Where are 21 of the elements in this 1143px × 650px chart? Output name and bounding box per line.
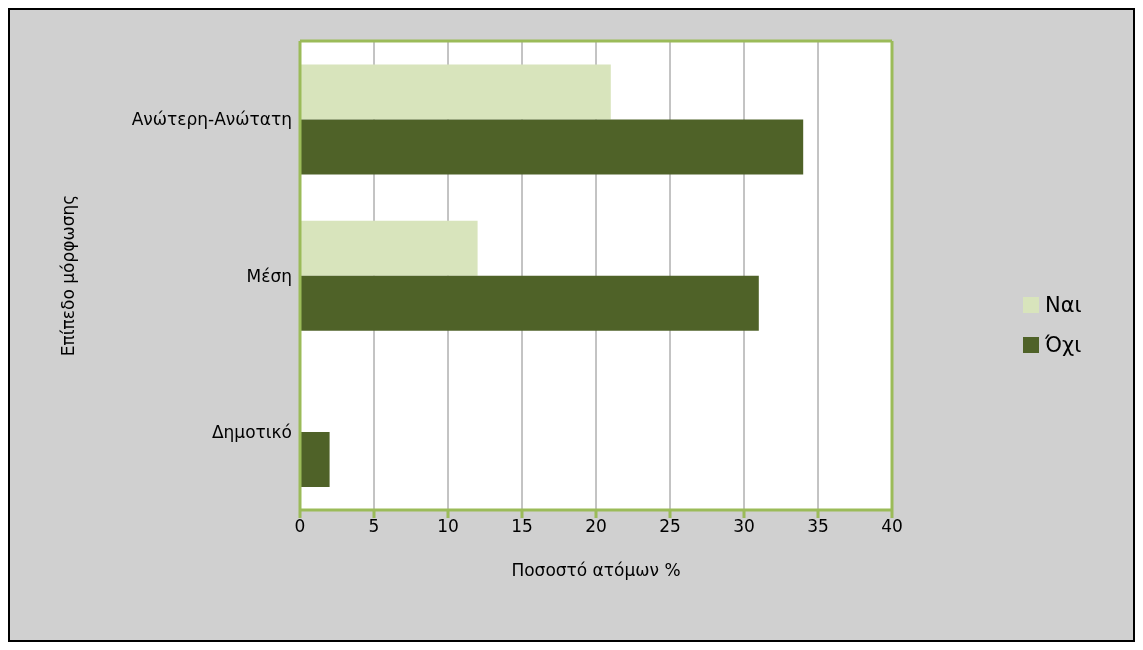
y-axis-title: Επίπεδο μόρφωσης <box>58 194 79 357</box>
bar <box>300 119 804 175</box>
x-tick-label: 25 <box>659 516 681 537</box>
x-tick-label: 15 <box>511 516 533 537</box>
bar <box>300 220 478 276</box>
x-tick-label: 20 <box>585 516 607 537</box>
x-tick-label: 10 <box>437 516 459 537</box>
legend-label: Ναι <box>1045 292 1082 319</box>
x-tick-label: 30 <box>733 516 755 537</box>
x-axis-title: Ποσοστό ατόμων % <box>511 560 681 580</box>
x-tick-label: 35 <box>807 516 829 537</box>
y-tick-label: Ανώτερη-Ανώτατη <box>131 109 292 130</box>
bar <box>300 432 330 488</box>
y-tick-label: Μέση <box>246 265 292 286</box>
x-tick-label: 5 <box>368 516 380 537</box>
bar <box>300 64 611 120</box>
y-tick-label: Δημοτικό <box>211 421 292 442</box>
bar <box>300 275 759 331</box>
x-tick-label: 0 <box>294 516 306 537</box>
x-tick-label: 40 <box>881 516 903 537</box>
legend-label: Όχι <box>1045 332 1082 359</box>
